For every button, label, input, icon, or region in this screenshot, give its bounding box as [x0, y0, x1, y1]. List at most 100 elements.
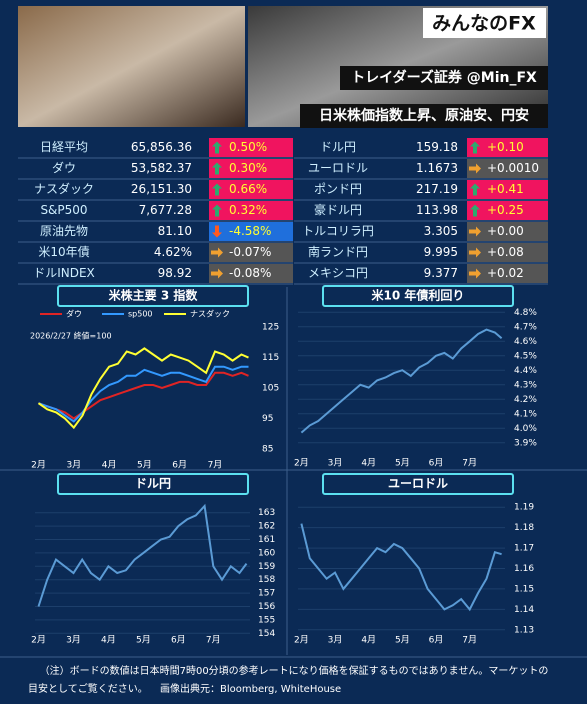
trend-arrow: [470, 204, 480, 217]
trend-arrow: [212, 225, 222, 238]
x-tick-label: 4月: [361, 635, 376, 646]
change-cell: [467, 243, 548, 262]
trend-arrow: [212, 204, 222, 217]
row-name: メキシコ円: [308, 266, 368, 280]
x-tick-label: 4月: [102, 460, 117, 471]
headline-bar: [300, 104, 548, 128]
row-value: 65,856.36: [131, 140, 192, 154]
y-tick-label: 1.14: [514, 605, 534, 615]
account: トレイダーズ証券 @Min_FX: [351, 69, 537, 86]
y-tick-label: 125: [262, 323, 279, 333]
row-value: 4.62%: [154, 245, 192, 259]
x-tick-label: 3月: [328, 458, 343, 469]
row-change: -4.58%: [229, 224, 271, 238]
y-tick-label: 163: [258, 508, 275, 518]
trend-arrow: [470, 141, 480, 154]
row-change: +0.00: [487, 224, 524, 238]
change-cell: [467, 180, 548, 199]
chart-title: ドル円: [135, 477, 171, 491]
row-name: ユーロドル: [308, 161, 368, 175]
row-name: 日経平均: [40, 140, 88, 154]
x-tick-label: 7月: [206, 635, 221, 646]
row-value: 1.1673: [416, 161, 458, 175]
y-tick-label: 1.17: [514, 544, 534, 554]
y-tick-label: 4.5%: [514, 351, 537, 361]
row-change: +0.0010: [487, 161, 539, 175]
change-cell: [209, 180, 293, 199]
y-tick-label: 157: [258, 589, 275, 599]
y-tick-label: 4.0%: [514, 424, 537, 434]
y-tick-label: 1.16: [514, 564, 534, 574]
row-value: 26,151.30: [131, 182, 192, 196]
x-tick-label: 5月: [395, 635, 410, 646]
data-line: [300, 523, 502, 612]
x-tick-label: 5月: [136, 635, 151, 646]
trend-arrow: [212, 141, 222, 154]
x-tick-label: 3月: [66, 635, 81, 646]
row-value: 53,582.37: [131, 161, 192, 175]
row-value: 113.98: [416, 203, 458, 217]
y-tick-label: 1.18: [514, 523, 534, 533]
chart-title: ユーロドル: [388, 477, 448, 491]
row-name: ダウ: [52, 160, 76, 175]
row-value: 9.995: [424, 245, 458, 259]
footer-source: 画像出典元：Bloomberg, WhiteHouse: [160, 682, 341, 695]
trend-arrow: [211, 247, 223, 258]
footer-note: 目安としてご覧ください。: [28, 682, 148, 695]
row-value: 7,677.28: [139, 203, 192, 217]
x-tick-label: 7月: [462, 635, 477, 646]
row-name: 南ランド円: [308, 244, 368, 259]
y-tick-label: 1.19: [514, 503, 534, 513]
title-box: [322, 285, 514, 307]
chart-title: 米10 年債利回り: [372, 288, 465, 303]
row-name: トルコリラ円: [302, 224, 374, 238]
y-tick-label: 4.1%: [514, 409, 537, 419]
y-tick-label: 4.3%: [514, 380, 537, 390]
trend-arrow: [212, 162, 222, 175]
data-line: [300, 328, 503, 434]
row-value: 81.10: [158, 224, 192, 238]
row-value: 159.18: [416, 140, 458, 154]
row-value: 3.305: [424, 224, 458, 238]
change-cell: [209, 201, 293, 220]
trend-arrow: [212, 183, 222, 196]
y-tick-label: 155: [258, 615, 275, 625]
data-line: [38, 365, 249, 423]
row-change: +0.25: [487, 203, 524, 217]
change-cell: [467, 222, 548, 241]
change-cell: [209, 159, 293, 178]
row-change: +0.08: [487, 245, 524, 259]
y-tick-label: 156: [258, 602, 275, 612]
title-box: [57, 285, 249, 307]
row-change: 0.30%: [229, 161, 267, 175]
y-tick-label: 1.13: [514, 625, 534, 635]
x-tick-label: 6月: [172, 460, 187, 471]
chart-title: 米株主要 3 指数: [109, 288, 199, 303]
row-name: ポンド円: [314, 182, 362, 196]
headline: 日米株価指数上昇、原油安、円安: [319, 107, 529, 124]
legend-label: sp500: [128, 310, 153, 319]
x-tick-label: 2月: [294, 458, 309, 469]
change-cell: [467, 201, 548, 220]
y-tick-label: 4.7%: [514, 322, 537, 332]
y-tick-label: 162: [258, 522, 275, 532]
x-tick-label: 7月: [208, 460, 223, 471]
row-value: 217.19: [416, 182, 458, 196]
row-change: -0.07%: [229, 245, 271, 259]
y-tick-label: 4.4%: [514, 366, 537, 376]
logo-box: [423, 8, 546, 38]
x-tick-label: 5月: [137, 460, 152, 471]
row-change: 0.66%: [229, 182, 267, 196]
row-change: 0.32%: [229, 203, 267, 217]
row-name: ドル円: [320, 140, 356, 154]
x-tick-label: 3月: [66, 460, 81, 471]
row-change: +0.10: [487, 140, 524, 154]
x-tick-label: 7月: [462, 458, 477, 469]
data-line: [37, 347, 249, 430]
y-tick-label: 4.8%: [514, 308, 537, 318]
data-line: [37, 503, 248, 607]
x-tick-label: 2月: [31, 460, 46, 471]
y-tick-label: 158: [258, 575, 275, 585]
